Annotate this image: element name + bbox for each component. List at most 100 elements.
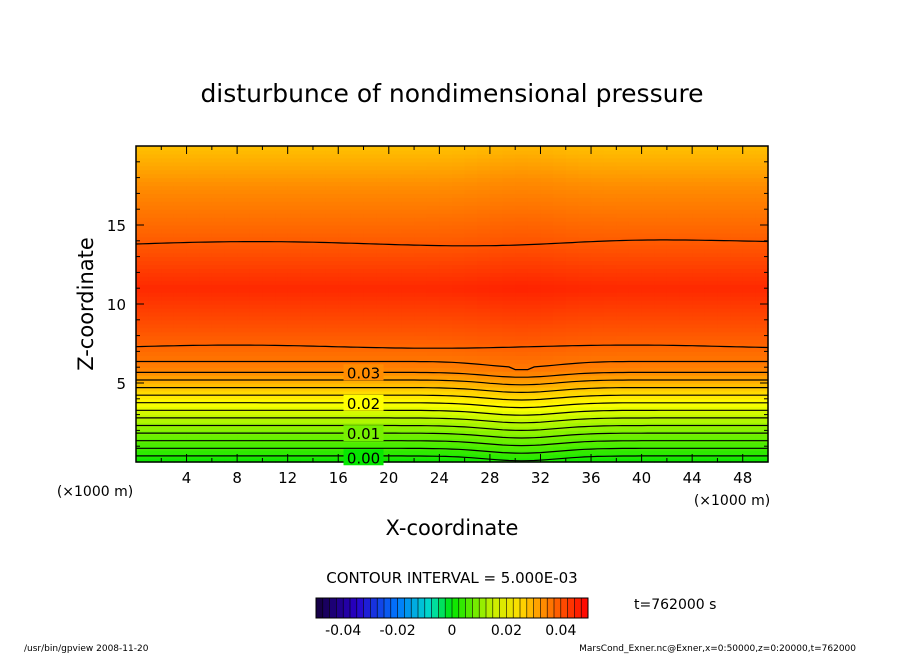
- heatmap-cell: [502, 296, 516, 301]
- heatmap-cell: [325, 260, 339, 266]
- heatmap-cell: [477, 264, 491, 270]
- heatmap-cell: [401, 375, 415, 380]
- heatmap-cell: [578, 339, 592, 345]
- heatmap-cell: [224, 228, 238, 234]
- heatmap-cell: [666, 236, 681, 242]
- heatmap-cell: [527, 386, 542, 392]
- heatmap-cell: [199, 323, 213, 329]
- heatmap-cell: [224, 292, 238, 297]
- heatmap-cell: [553, 434, 567, 439]
- heatmap-cell: [553, 288, 567, 293]
- heatmap-cell: [249, 458, 263, 463]
- heatmap-cell: [742, 450, 756, 455]
- heatmap-cell: [742, 300, 756, 305]
- heatmap-cell: [603, 410, 617, 416]
- heatmap-cell: [439, 221, 453, 226]
- heatmap-cell: [464, 252, 478, 258]
- heatmap-cell: [287, 292, 301, 297]
- heatmap-cell: [755, 153, 769, 159]
- heatmap-cell: [211, 331, 226, 337]
- heatmap-cell: [502, 201, 516, 206]
- heatmap-cell: [199, 288, 213, 293]
- heatmap-cell: [515, 339, 529, 345]
- contour-line: [136, 440, 768, 447]
- heatmap-cell: [161, 189, 175, 194]
- heatmap-cell: [199, 450, 213, 455]
- heatmap-cell: [325, 319, 339, 325]
- heatmap-cell: [527, 225, 542, 230]
- heatmap-cell: [540, 383, 554, 388]
- heatmap-cell: [439, 153, 453, 159]
- heatmap-cell: [679, 363, 693, 368]
- heatmap-cell: [224, 264, 238, 270]
- heatmap-cell: [275, 173, 289, 179]
- heatmap-cell: [199, 422, 213, 428]
- heatmap-cell: [426, 383, 440, 388]
- heatmap-cell: [300, 319, 314, 325]
- heatmap-cell: [464, 458, 478, 463]
- heatmap-cell: [148, 248, 162, 254]
- heatmap-cell: [641, 315, 655, 321]
- heatmap-cell: [401, 402, 415, 408]
- heatmap-cell: [186, 339, 200, 345]
- colorbar-tick-label: -0.04: [325, 623, 361, 639]
- heatmap-cell: [363, 276, 377, 281]
- heatmap-cell: [616, 268, 630, 273]
- heatmap-cell: [730, 363, 744, 368]
- heatmap-cell: [414, 398, 428, 404]
- heatmap-cell: [262, 209, 276, 214]
- heatmap-cell: [388, 193, 403, 198]
- heatmap-cell: [388, 209, 403, 214]
- heatmap-cell: [439, 319, 453, 325]
- heatmap-cell: [136, 418, 150, 424]
- heatmap-cell: [616, 375, 630, 380]
- heatmap-cell: [249, 335, 263, 341]
- heatmap-cell: [414, 161, 428, 167]
- heatmap-cell: [717, 426, 731, 431]
- heatmap-cell: [489, 225, 504, 230]
- heatmap-cell: [452, 300, 466, 305]
- heatmap-cell: [148, 260, 162, 266]
- heatmap-cell: [426, 146, 440, 151]
- heatmap-cell: [287, 165, 301, 171]
- heatmap-cell: [515, 276, 529, 281]
- heatmap-cell: [641, 442, 655, 447]
- heatmap-cell: [376, 327, 390, 333]
- heatmap-cell: [654, 386, 668, 392]
- heatmap-cell: [338, 157, 352, 163]
- heatmap-cell: [654, 398, 668, 404]
- heatmap-cell: [654, 189, 668, 194]
- heatmap-cell: [477, 248, 491, 254]
- heatmap-cell: [515, 454, 529, 459]
- heatmap-cell: [287, 450, 301, 455]
- heatmap-cell: [666, 406, 681, 412]
- heatmap-cell: [730, 406, 744, 412]
- heatmap-cell: [742, 248, 756, 254]
- heatmap-cell: [540, 149, 554, 155]
- heatmap-cell: [439, 197, 453, 202]
- heatmap-cell: [287, 280, 301, 285]
- heatmap-cell: [414, 181, 428, 187]
- heatmap-cell: [186, 149, 200, 155]
- heatmap-cell: [704, 304, 719, 309]
- heatmap-cell: [515, 410, 529, 416]
- heatmap-cell: [502, 260, 516, 266]
- heatmap-cell: [730, 394, 744, 400]
- heatmap-cell: [249, 292, 263, 297]
- heatmap-cell: [199, 406, 213, 412]
- heatmap-cell: [540, 304, 554, 309]
- heatmap-cell: [527, 181, 542, 187]
- heatmap-cell: [186, 414, 200, 420]
- heatmap-cell: [489, 359, 504, 364]
- heatmap-cell: [540, 236, 554, 242]
- heatmap-cell: [654, 327, 668, 333]
- heatmap-cell: [730, 217, 744, 222]
- heatmap-cell: [350, 335, 365, 341]
- colorbar-cell: [356, 598, 364, 618]
- heatmap-cell: [603, 355, 617, 360]
- heatmap-cell: [742, 371, 756, 376]
- heatmap-cell: [173, 363, 188, 368]
- heatmap-cell: [338, 221, 352, 226]
- heatmap-cell: [262, 193, 276, 198]
- heatmap-cell: [287, 386, 301, 392]
